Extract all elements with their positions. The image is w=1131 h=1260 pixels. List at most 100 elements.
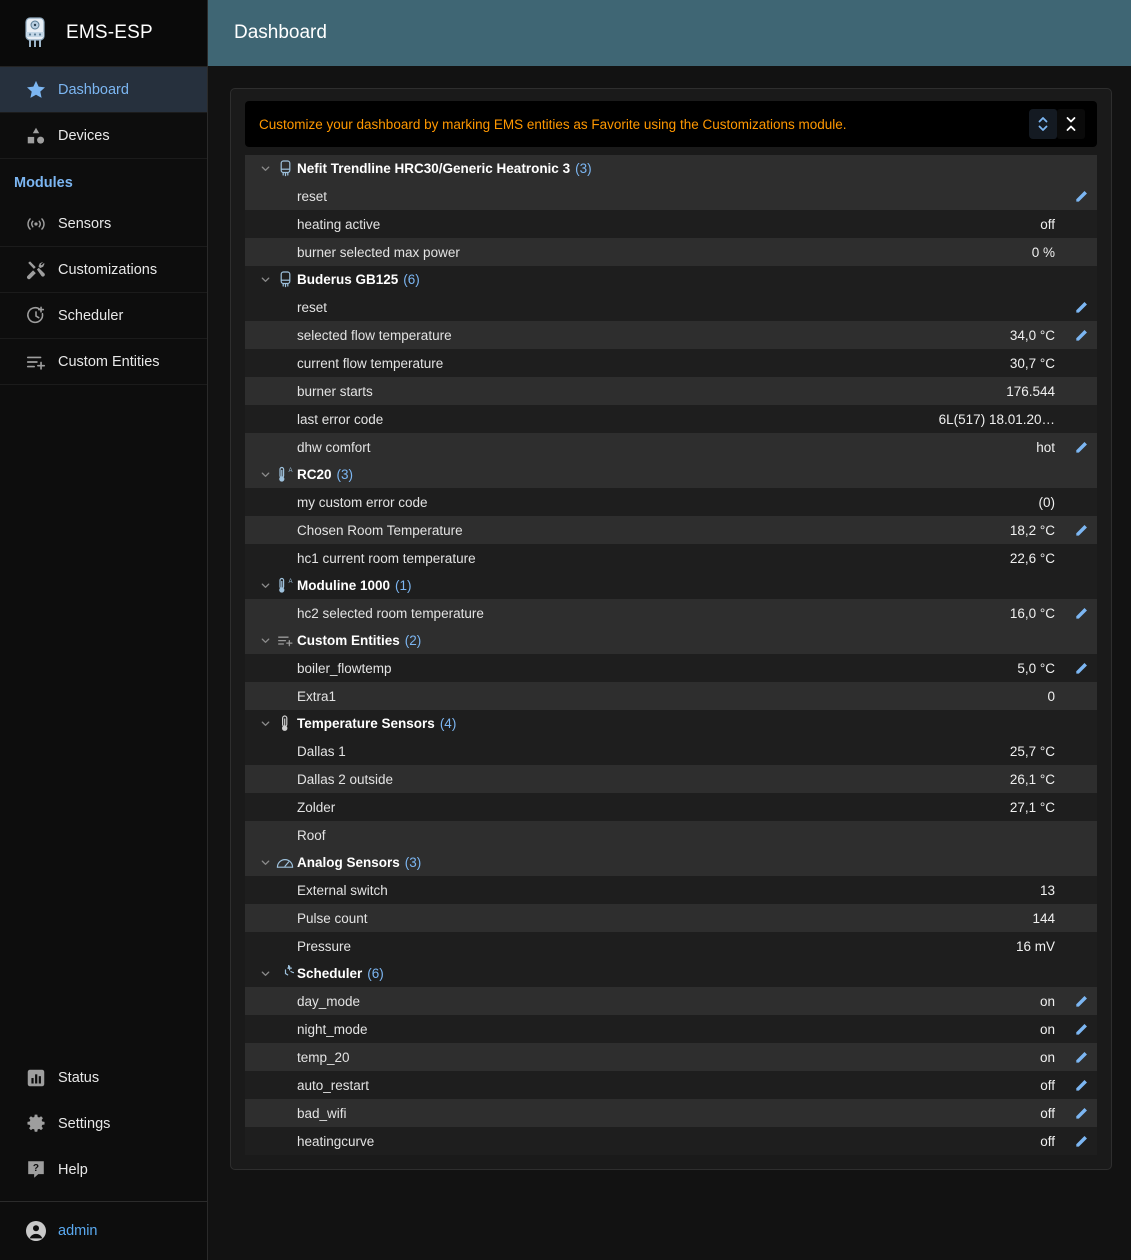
table-row[interactable]: Pressure 16 mV	[245, 932, 1097, 960]
table-row[interactable]: my custom error code (0)	[245, 488, 1097, 516]
edit-slot[interactable]	[1063, 300, 1089, 315]
edit-slot[interactable]	[1063, 1134, 1089, 1149]
edit-pencil-icon[interactable]	[1074, 189, 1089, 204]
edit-pencil-icon[interactable]	[1074, 440, 1089, 455]
sidebar-item-status[interactable]: Status	[0, 1055, 207, 1101]
entity-value: 25,7 °C	[1009, 743, 1055, 759]
edit-slot[interactable]	[1063, 606, 1089, 621]
section-title: Custom Entities	[297, 633, 400, 648]
edit-pencil-icon[interactable]	[1074, 661, 1089, 676]
top-header-bar: Dashboard	[208, 0, 1131, 66]
entity-value: 27,1 °C	[1009, 799, 1055, 815]
section-header[interactable]: A Moduline 1000 (1)	[245, 572, 1097, 599]
user-account-row[interactable]: admin	[0, 1202, 207, 1260]
edit-slot[interactable]	[1063, 1022, 1089, 1037]
gauge-icon	[273, 855, 297, 870]
edit-slot[interactable]	[1063, 1106, 1089, 1121]
section-count: (6)	[367, 966, 384, 981]
edit-slot[interactable]	[1063, 523, 1089, 538]
edit-pencil-icon[interactable]	[1074, 606, 1089, 621]
table-row[interactable]: day_mode on	[245, 987, 1097, 1015]
edit-pencil-icon[interactable]	[1074, 1134, 1089, 1149]
table-row[interactable]: External switch 13	[245, 876, 1097, 904]
table-row[interactable]: hc1 current room temperature 22,6 °C	[245, 544, 1097, 572]
edit-slot[interactable]	[1063, 1078, 1089, 1093]
entity-name: Dallas 1	[297, 743, 346, 759]
table-row[interactable]: Dallas 1 25,7 °C	[245, 737, 1097, 765]
chevron-down-icon[interactable]	[257, 968, 273, 979]
table-row[interactable]: temp_20 on	[245, 1043, 1097, 1071]
table-row[interactable]: Zolder 27,1 °C	[245, 793, 1097, 821]
table-row[interactable]: Chosen Room Temperature 18,2 °C	[245, 516, 1097, 544]
section-header[interactable]: Nefit Trendline HRC30/Generic Heatronic …	[245, 155, 1097, 182]
table-row[interactable]: Pulse count 144	[245, 904, 1097, 932]
chevron-down-icon[interactable]	[257, 274, 273, 285]
sidebar-item-settings[interactable]: Settings	[0, 1101, 207, 1147]
table-row[interactable]: dhw comfort hot	[245, 433, 1097, 461]
table-row[interactable]: burner starts 176.544	[245, 377, 1097, 405]
table-row[interactable]: Dallas 2 outside 26,1 °C	[245, 765, 1097, 793]
sidebar-item-help[interactable]: ? Help	[0, 1147, 207, 1193]
table-row[interactable]: boiler_flowtemp 5,0 °C	[245, 654, 1097, 682]
edit-slot[interactable]	[1063, 189, 1089, 204]
sidebar-item-devices[interactable]: Devices	[0, 113, 207, 159]
table-row[interactable]: heatingcurve off	[245, 1127, 1097, 1155]
section-title: RC20	[297, 467, 332, 482]
edit-slot[interactable]	[1063, 328, 1089, 343]
edit-pencil-icon[interactable]	[1074, 994, 1089, 1009]
table-row[interactable]: reset	[245, 182, 1097, 210]
section-title: Scheduler	[297, 966, 363, 981]
chevron-down-icon[interactable]	[257, 580, 273, 591]
sidebar-item-scheduler[interactable]: Scheduler	[0, 293, 207, 339]
sidebar-item-dashboard[interactable]: Dashboard	[0, 67, 207, 113]
chevron-down-icon[interactable]	[257, 163, 273, 174]
sidebar-item-sensors[interactable]: Sensors	[0, 201, 207, 247]
edit-slot[interactable]	[1063, 661, 1089, 676]
edit-slot[interactable]	[1063, 994, 1089, 1009]
edit-pencil-icon[interactable]	[1074, 328, 1089, 343]
table-row[interactable]: auto_restart off	[245, 1071, 1097, 1099]
info-alert: Customize your dashboard by marking EMS …	[245, 101, 1097, 147]
sidebar-item-label: Sensors	[58, 215, 112, 232]
section-title: Analog Sensors	[297, 855, 400, 870]
edit-slot[interactable]	[1063, 440, 1089, 455]
table-row[interactable]: Roof	[245, 821, 1097, 849]
chevron-down-icon[interactable]	[257, 635, 273, 646]
dismiss-alert-button[interactable]	[1057, 109, 1085, 139]
edit-slot[interactable]	[1063, 1050, 1089, 1065]
section-header[interactable]: Buderus GB125 (6)	[245, 266, 1097, 293]
section-header[interactable]: Analog Sensors (3)	[245, 849, 1097, 876]
entity-value: 13	[1039, 882, 1055, 898]
chevron-down-icon[interactable]	[257, 857, 273, 868]
table-row[interactable]: heating active off	[245, 210, 1097, 238]
table-row[interactable]: current flow temperature 30,7 °C	[245, 349, 1097, 377]
table-row[interactable]: reset	[245, 293, 1097, 321]
table-row[interactable]: burner selected max power 0 %	[245, 238, 1097, 266]
edit-pencil-icon[interactable]	[1074, 1050, 1089, 1065]
table-row[interactable]: night_mode on	[245, 1015, 1097, 1043]
edit-pencil-icon[interactable]	[1074, 1078, 1089, 1093]
entity-value: 0 %	[1031, 244, 1055, 260]
section-header[interactable]: Scheduler (6)	[245, 960, 1097, 987]
section-count: (6)	[403, 272, 420, 287]
entity-name: Chosen Room Temperature	[297, 522, 463, 538]
section-header[interactable]: A RC20 (3)	[245, 461, 1097, 488]
sidebar-item-customizations[interactable]: Customizations	[0, 247, 207, 293]
table-row[interactable]: selected flow temperature 34,0 °C	[245, 321, 1097, 349]
section-count: (3)	[575, 161, 592, 176]
expand-collapse-all-button[interactable]	[1029, 109, 1057, 139]
edit-pencil-icon[interactable]	[1074, 300, 1089, 315]
table-row[interactable]: Extra1 0	[245, 682, 1097, 710]
chevron-down-icon[interactable]	[257, 718, 273, 729]
table-row[interactable]: last error code 6L(517) 18.01.20…	[245, 405, 1097, 433]
edit-pencil-icon[interactable]	[1074, 523, 1089, 538]
edit-pencil-icon[interactable]	[1074, 1022, 1089, 1037]
sidebar-item-custom-entities[interactable]: Custom Entities	[0, 339, 207, 385]
chevron-down-icon[interactable]	[257, 469, 273, 480]
section-header[interactable]: Custom Entities (2)	[245, 627, 1097, 654]
section-header[interactable]: Temperature Sensors (4)	[245, 710, 1097, 737]
table-row[interactable]: hc2 selected room temperature 16,0 °C	[245, 599, 1097, 627]
alert-message: Customize your dashboard by marking EMS …	[259, 116, 847, 132]
edit-pencil-icon[interactable]	[1074, 1106, 1089, 1121]
table-row[interactable]: bad_wifi off	[245, 1099, 1097, 1127]
